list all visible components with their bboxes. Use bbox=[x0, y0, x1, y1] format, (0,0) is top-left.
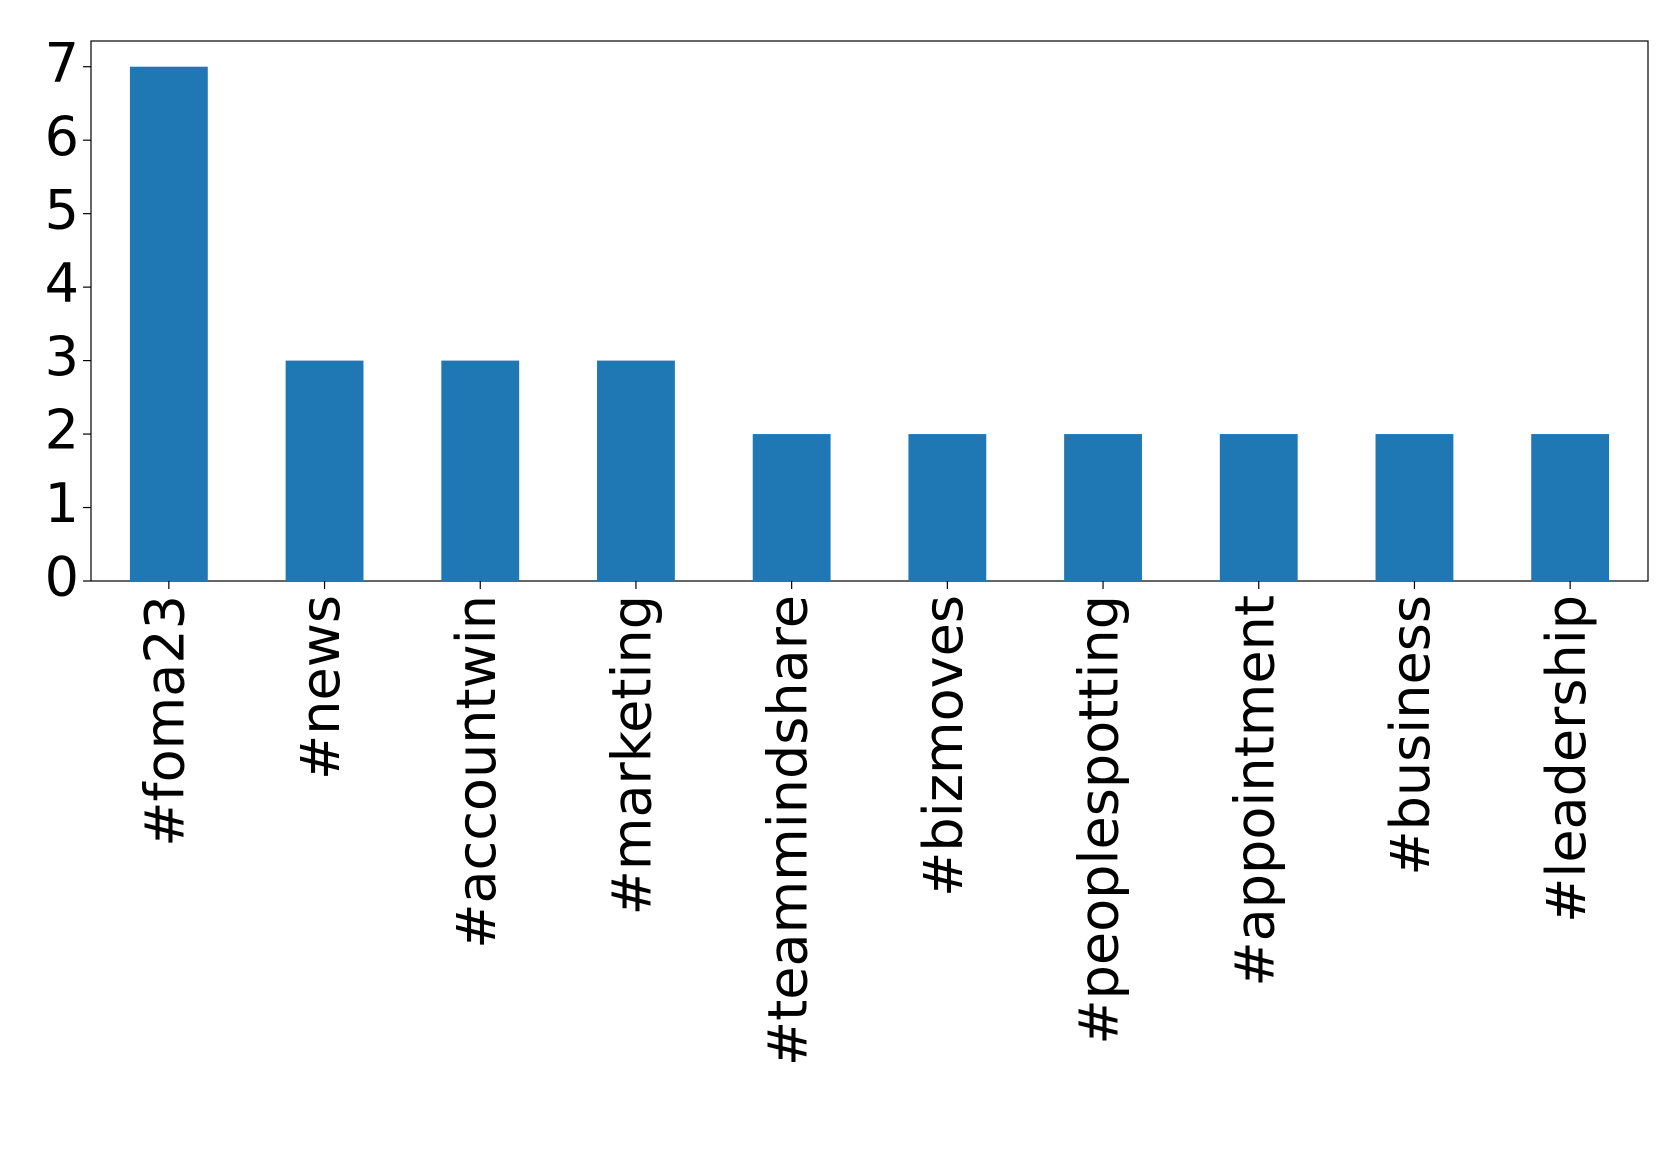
bar bbox=[597, 360, 675, 581]
bar bbox=[129, 66, 208, 581]
bar bbox=[285, 360, 364, 581]
x-tick-label: #marketing bbox=[601, 595, 664, 915]
x-tick-label: #business bbox=[1379, 595, 1442, 876]
y-tick-label: 0 bbox=[45, 546, 79, 609]
y-tick-label: 4 bbox=[45, 252, 79, 315]
x-tick-label: #leadership bbox=[1535, 595, 1598, 923]
bar bbox=[441, 360, 520, 581]
x-tick-label: #teammindshare bbox=[756, 595, 819, 1066]
y-tick-label: 1 bbox=[45, 472, 79, 535]
x-tick-label: #appointment bbox=[1223, 595, 1286, 987]
x-tick-label: #peoplespotting bbox=[1068, 595, 1131, 1045]
x-tick-label: #foma23 bbox=[133, 595, 196, 847]
plot-frame bbox=[90, 40, 1649, 582]
x-tick-label: #accountwin bbox=[445, 595, 508, 949]
bar bbox=[1064, 434, 1142, 581]
y-tick-label: 7 bbox=[45, 31, 79, 94]
x-tick-label: #news bbox=[289, 595, 352, 780]
y-tick-label: 2 bbox=[45, 399, 79, 462]
bar bbox=[1375, 434, 1454, 581]
bar bbox=[752, 434, 831, 581]
bar bbox=[1531, 434, 1610, 581]
bar bbox=[908, 434, 987, 581]
bar bbox=[1219, 434, 1298, 581]
y-tick-label: 3 bbox=[45, 325, 79, 388]
y-tick-label: 5 bbox=[45, 178, 79, 241]
y-tick-label: 6 bbox=[45, 105, 79, 168]
x-tick-label: #bizmoves bbox=[912, 595, 975, 897]
